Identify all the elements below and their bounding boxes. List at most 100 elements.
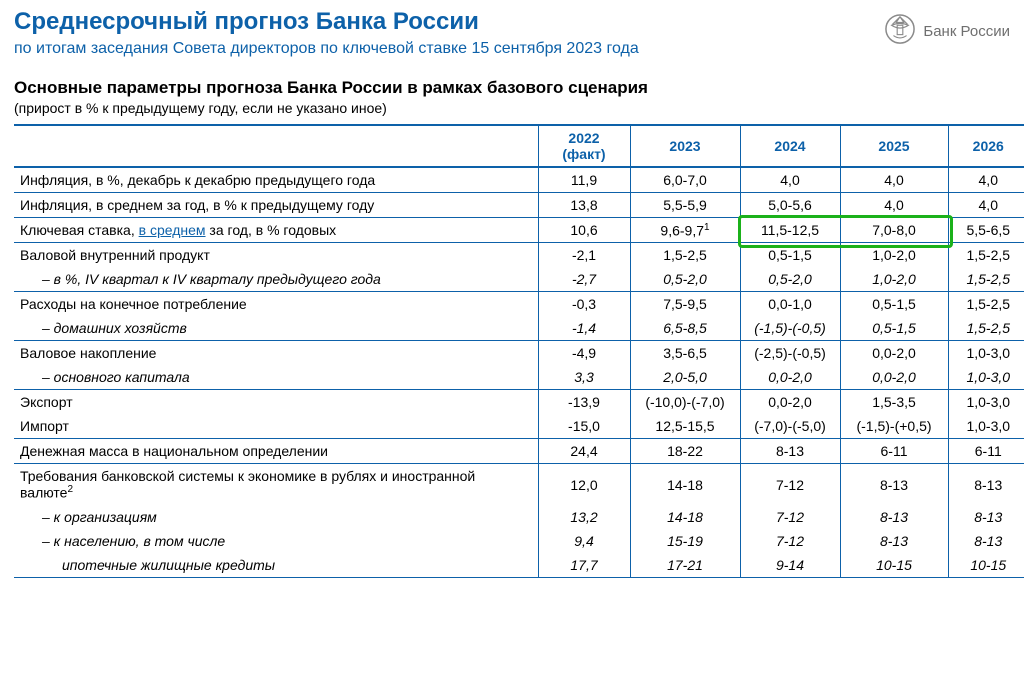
cell: 1,0-3,0 — [948, 414, 1024, 439]
cell: 8-13 — [740, 439, 840, 464]
col-header: 2022(факт) — [538, 125, 630, 167]
cell: 8-13 — [948, 464, 1024, 505]
cell: 14-18 — [630, 505, 740, 529]
cell: 14-18 — [630, 464, 740, 505]
cell: (-1,5)-(-0,5) — [740, 316, 840, 341]
table-row: – к населению, в том числе9,415-197-128-… — [14, 529, 1024, 553]
cell: 9-14 — [740, 553, 840, 578]
cell: 1,5-2,5 — [948, 292, 1024, 317]
cell: 0,0-1,0 — [740, 292, 840, 317]
row-label: Требования банковской системы к экономик… — [14, 464, 538, 505]
cell: 1,5-3,5 — [840, 390, 948, 415]
cell: 15-19 — [630, 529, 740, 553]
cell: 18-22 — [630, 439, 740, 464]
cell: 17,7 — [538, 553, 630, 578]
cell: 1,0-3,0 — [948, 365, 1024, 390]
row-label: Экспорт — [14, 390, 538, 415]
cell: 0,0-2,0 — [840, 341, 948, 366]
cell: -1,4 — [538, 316, 630, 341]
cell: 7,5-9,5 — [630, 292, 740, 317]
cell: 1,5-2,5 — [630, 243, 740, 268]
cell: 10-15 — [948, 553, 1024, 578]
cell: 17-21 — [630, 553, 740, 578]
cell: 4,0 — [948, 192, 1024, 217]
col-header: 2024 — [740, 125, 840, 167]
cell: 2,0-5,0 — [630, 365, 740, 390]
row-label: – домашних хозяйств — [14, 316, 538, 341]
cell: 4,0 — [840, 192, 948, 217]
cell: 0,5-2,0 — [630, 267, 740, 292]
table-row: Расходы на конечное потребление-0,37,5-9… — [14, 292, 1024, 317]
table-row: Валовой внутренний продукт-2,11,5-2,50,5… — [14, 243, 1024, 268]
table-row: – основного капитала3,32,0-5,00,0-2,00,0… — [14, 365, 1024, 390]
table-row: Валовое накопление-4,93,5-6,5(-2,5)-(-0,… — [14, 341, 1024, 366]
table-row: Импорт-15,012,5-15,5(-7,0)-(-5,0)(-1,5)-… — [14, 414, 1024, 439]
table-row: Инфляция, в среднем за год, в % к предыд… — [14, 192, 1024, 217]
cell: 7-12 — [740, 464, 840, 505]
cell: 0,5-1,5 — [840, 316, 948, 341]
section-title: Основные параметры прогноза Банка России… — [14, 78, 1010, 98]
cbr-emblem-icon — [885, 14, 915, 48]
cell: 7-12 — [740, 505, 840, 529]
table-header-row: 2022(факт)2023202420252026 — [14, 125, 1024, 167]
col-header: 2026 — [948, 125, 1024, 167]
cell: 10-15 — [840, 553, 948, 578]
cell: 3,3 — [538, 365, 630, 390]
row-label: Инфляция, в %, декабрь к декабрю предыду… — [14, 167, 538, 193]
table-row: Денежная масса в национальном определени… — [14, 439, 1024, 464]
row-label: Инфляция, в среднем за год, в % к предыд… — [14, 192, 538, 217]
cell: 0,5-1,5 — [840, 292, 948, 317]
cell: 11,9 — [538, 167, 630, 193]
cell: (-7,0)-(-5,0) — [740, 414, 840, 439]
cell: 0,0-2,0 — [740, 390, 840, 415]
row-label: Валовое накопление — [14, 341, 538, 366]
cell: -4,9 — [538, 341, 630, 366]
cell: (-10,0)-(-7,0) — [630, 390, 740, 415]
cell: 9,4 — [538, 529, 630, 553]
cell: 4,0 — [948, 167, 1024, 193]
cell: 8-13 — [840, 529, 948, 553]
cell: 11,5-12,5 — [740, 217, 840, 243]
bank-logo-text: Банк России — [923, 23, 1010, 40]
cell: (-2,5)-(-0,5) — [740, 341, 840, 366]
section-note: (прирост в % к предыдущему году, если не… — [14, 100, 1010, 116]
cell: 0,5-1,5 — [740, 243, 840, 268]
doc-subtitle: по итогам заседания Совета директоров по… — [14, 40, 639, 58]
table-row: Экспорт-13,9(-10,0)-(-7,0)0,0-2,01,5-3,5… — [14, 390, 1024, 415]
table-row: – домашних хозяйств-1,46,5-8,5(-1,5)-(-0… — [14, 316, 1024, 341]
cell: 13,2 — [538, 505, 630, 529]
cell: 7-12 — [740, 529, 840, 553]
cell: 1,5-2,5 — [948, 243, 1024, 268]
bank-logo: Банк России — [885, 8, 1010, 48]
table-row: Требования банковской системы к экономик… — [14, 464, 1024, 505]
row-label: Ключевая ставка, в среднем за год, в % г… — [14, 217, 538, 243]
cell: 8-13 — [948, 529, 1024, 553]
cell: 6,5-8,5 — [630, 316, 740, 341]
cell: 4,0 — [840, 167, 948, 193]
cell: 5,5-5,9 — [630, 192, 740, 217]
cell: 4,0 — [740, 167, 840, 193]
table-row: – к организациям13,214-187-128-138-13 — [14, 505, 1024, 529]
row-label: ипотечные жилищные кредиты — [14, 553, 538, 578]
cell: 6,0-7,0 — [630, 167, 740, 193]
table-row: ипотечные жилищные кредиты17,717-219-141… — [14, 553, 1024, 578]
row-label: Валовой внутренний продукт — [14, 243, 538, 268]
cell: 10,6 — [538, 217, 630, 243]
row-label: – к организациям — [14, 505, 538, 529]
cell: 1,5-2,5 — [948, 267, 1024, 292]
row-label: – к населению, в том числе — [14, 529, 538, 553]
row-label: Расходы на конечное потребление — [14, 292, 538, 317]
row-label: – в %, IV квартал к IV кварталу предыдущ… — [14, 267, 538, 292]
cell: 8-13 — [840, 505, 948, 529]
cell: -13,9 — [538, 390, 630, 415]
cell: 1,0-2,0 — [840, 267, 948, 292]
cell: 12,5-15,5 — [630, 414, 740, 439]
cell: 1,5-2,5 — [948, 316, 1024, 341]
cell: 1,0-3,0 — [948, 390, 1024, 415]
cell: 24,4 — [538, 439, 630, 464]
cell: 6-11 — [948, 439, 1024, 464]
table-wrap: 2022(факт)2023202420252026 Инфляция, в %… — [14, 124, 1010, 578]
cell: 12,0 — [538, 464, 630, 505]
cell: 1,0-2,0 — [840, 243, 948, 268]
cell: 9,6-9,71 — [630, 217, 740, 243]
